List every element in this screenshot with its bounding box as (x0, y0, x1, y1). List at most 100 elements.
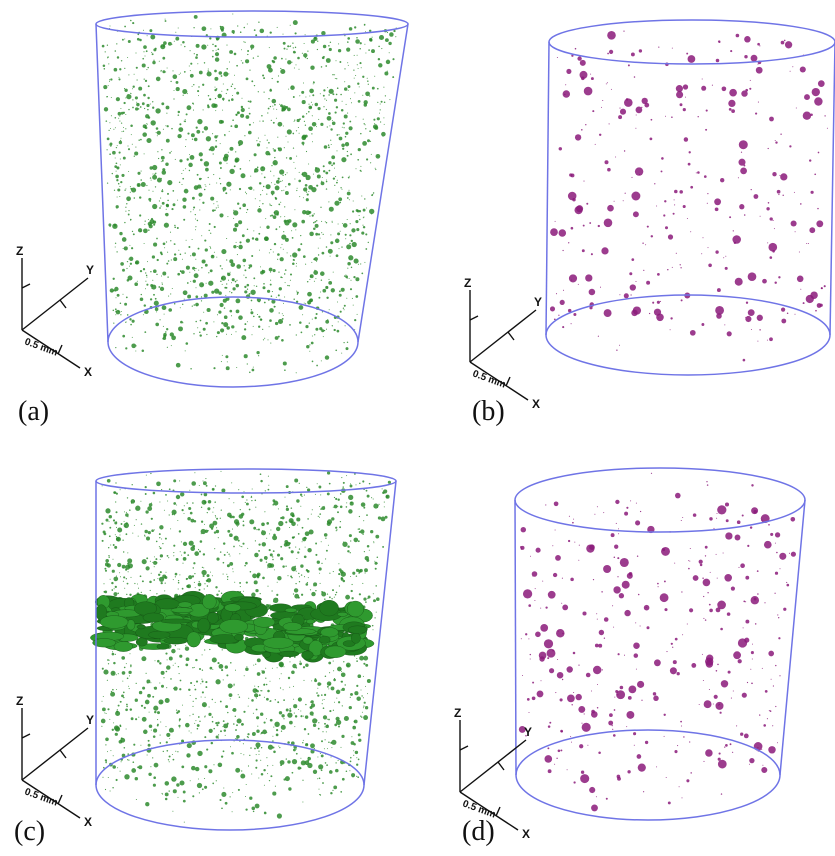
particle (238, 489, 239, 490)
particle (321, 31, 325, 35)
particle (308, 733, 310, 735)
particle (776, 552, 778, 554)
particle (242, 259, 246, 263)
particle (190, 74, 194, 78)
particle (124, 38, 125, 39)
particle (304, 121, 305, 122)
particle (319, 567, 322, 570)
particle (349, 234, 351, 236)
particle (135, 718, 137, 720)
particle (162, 160, 164, 162)
particle (115, 586, 117, 588)
particle (614, 697, 615, 698)
particle (178, 649, 179, 650)
particle (314, 270, 315, 271)
particle (143, 268, 145, 270)
particle (124, 523, 129, 528)
particle (248, 706, 249, 707)
particle (203, 553, 205, 555)
particle (356, 685, 358, 687)
particle (721, 680, 728, 687)
particle (608, 721, 613, 726)
particle (688, 560, 689, 561)
particle (241, 108, 245, 112)
particle (332, 74, 333, 75)
particle (810, 191, 813, 194)
particle (651, 473, 652, 474)
figure: ZYX0.5 mm(a)ZYX0.5 mm(b)ZYX0.5 mm(c)ZYX0… (0, 0, 835, 856)
particle (246, 582, 248, 584)
particle (151, 730, 152, 731)
particle (359, 210, 361, 212)
particle (159, 319, 160, 320)
particle (253, 316, 255, 318)
particle (119, 186, 120, 187)
particle (350, 485, 353, 488)
particle (781, 41, 785, 45)
particle (642, 98, 648, 104)
particle (179, 74, 180, 75)
particle (202, 480, 203, 481)
particle (321, 541, 322, 542)
particle (191, 766, 196, 771)
particle (690, 186, 693, 189)
particle (130, 263, 132, 265)
particle (152, 175, 157, 180)
particle (323, 165, 325, 167)
particle (228, 182, 229, 183)
particle (317, 175, 321, 179)
particle (122, 540, 123, 541)
particle (327, 686, 329, 688)
particle (155, 186, 156, 187)
crack-fragment (220, 619, 248, 633)
particle (187, 554, 189, 556)
particle (149, 503, 153, 507)
particle (290, 512, 294, 516)
particle (153, 48, 156, 51)
particle (706, 110, 708, 112)
particle (347, 113, 348, 114)
particle (180, 73, 181, 74)
particle (176, 558, 179, 561)
particle (299, 548, 300, 549)
particle (589, 544, 595, 550)
particle (384, 502, 385, 503)
particle (264, 511, 265, 512)
particle (107, 57, 108, 58)
particle (196, 305, 197, 306)
particle (110, 579, 111, 580)
particle (214, 548, 215, 549)
particle (347, 545, 349, 547)
particle (359, 656, 364, 661)
particle (271, 590, 272, 591)
particle (371, 49, 375, 53)
particle (354, 26, 356, 28)
particle (346, 347, 349, 350)
particle (282, 313, 283, 314)
particle (314, 213, 315, 214)
particle (227, 89, 229, 91)
particle (251, 773, 252, 774)
particle (815, 310, 817, 312)
particle (715, 702, 723, 710)
particle (227, 576, 229, 578)
particle (134, 151, 138, 155)
particle (702, 237, 703, 238)
particle (227, 361, 228, 362)
particle (134, 197, 136, 199)
particle (114, 190, 115, 191)
particle (624, 150, 625, 151)
particle (190, 368, 192, 370)
particle (629, 573, 630, 574)
particle (270, 775, 272, 777)
particle (246, 212, 247, 213)
particle (287, 760, 290, 763)
particle (545, 606, 547, 608)
particle (261, 173, 262, 174)
particle (226, 334, 227, 335)
particle (312, 319, 313, 320)
particle (668, 801, 671, 804)
particle (162, 284, 163, 285)
particle (111, 582, 113, 584)
particle (164, 576, 167, 579)
